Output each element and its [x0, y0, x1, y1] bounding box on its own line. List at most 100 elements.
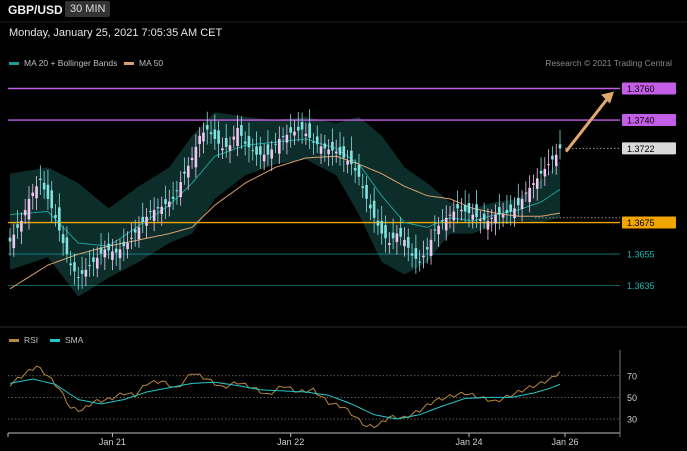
- candle-body: [361, 186, 365, 188]
- candle-body: [149, 211, 152, 213]
- candle-body: [130, 237, 133, 239]
- x-tick-label: Jan 24: [455, 437, 482, 447]
- candle-body: [433, 229, 437, 231]
- candle-body: [164, 199, 167, 205]
- candle-body: [551, 155, 554, 160]
- candle-body: [118, 249, 122, 259]
- candle-body: [168, 201, 171, 207]
- x-tick-label: Jan 21: [99, 437, 126, 447]
- candle-body: [516, 197, 520, 206]
- candle-body: [278, 138, 281, 154]
- candle-body: [270, 149, 274, 159]
- candle-body: [315, 136, 319, 145]
- candle-body: [289, 127, 292, 133]
- candle-body: [88, 265, 91, 267]
- candle-body: [80, 270, 84, 274]
- ma20-line: [9, 138, 561, 247]
- legend-sma: SMA: [50, 335, 83, 345]
- candle-body: [471, 214, 475, 220]
- candle-body: [183, 171, 186, 174]
- candle-body: [482, 213, 486, 221]
- rsi-series-sma: [9, 378, 561, 420]
- timeframe-button[interactable]: 30 MIN: [65, 1, 111, 17]
- candle-body: [524, 192, 528, 194]
- candle-body: [535, 178, 539, 189]
- candle-body: [58, 207, 61, 231]
- candle-body: [300, 122, 304, 130]
- candle-body: [403, 239, 406, 247]
- candle-body: [475, 204, 478, 218]
- candle-body: [95, 257, 99, 269]
- legend-rsi-label: RSI: [24, 335, 39, 345]
- candle-body: [141, 216, 145, 223]
- level-tag-1-3740: [622, 114, 676, 127]
- candle-body: [23, 209, 27, 216]
- candle-body: [31, 192, 35, 197]
- candle-body: [73, 262, 76, 272]
- candle-body: [20, 220, 23, 232]
- candle-body: [114, 248, 118, 253]
- level-tag-1-3675: [622, 216, 676, 229]
- target-arrow-head: [601, 91, 614, 104]
- candle-body: [35, 186, 38, 199]
- candle-body: [414, 248, 418, 259]
- candle-body: [539, 170, 543, 174]
- candle-body: [425, 247, 429, 250]
- candle-body: [27, 198, 31, 220]
- candle-body: [441, 220, 444, 222]
- level-label-1-3760: 1.3760: [627, 84, 655, 94]
- candle-body: [293, 131, 296, 136]
- legend-ma50-label: MA 50: [139, 58, 164, 68]
- candle-body: [228, 145, 232, 151]
- candle-body: [543, 168, 547, 177]
- candle-body: [175, 190, 179, 192]
- candle-body: [338, 146, 342, 155]
- candle-body: [179, 182, 182, 198]
- candle-body: [391, 232, 395, 239]
- rsi-level-label-70: 70: [627, 371, 637, 381]
- candle-body: [274, 143, 277, 145]
- candle-body: [444, 217, 448, 231]
- candle-body: [399, 227, 402, 237]
- candle-body: [308, 123, 311, 138]
- candle-body: [380, 220, 384, 234]
- legend-ma50: MA 50: [124, 58, 163, 68]
- candle-body: [255, 146, 258, 155]
- candle-body: [133, 229, 137, 233]
- candle-body: [61, 234, 65, 244]
- candle-body: [342, 146, 346, 158]
- candle-body: [467, 202, 471, 214]
- candle-body: [16, 224, 19, 228]
- candle-body: [160, 206, 164, 215]
- chart-header: GBP/USD 30 MIN: [0, 0, 687, 22]
- candle-body: [126, 243, 129, 250]
- candle-body: [395, 233, 399, 243]
- candle-body: [369, 204, 372, 209]
- candle-body: [460, 209, 463, 212]
- candle-body: [331, 141, 334, 151]
- candle-body: [513, 208, 516, 219]
- candle-body: [213, 129, 217, 139]
- target-arrow-shaft: [564, 95, 611, 153]
- legend-sma-label: SMA: [65, 335, 84, 345]
- level-label-1-3655: 1.3655: [627, 250, 655, 260]
- candle-body: [202, 132, 205, 142]
- candle-body: [8, 237, 12, 242]
- candle-body: [463, 205, 467, 212]
- candle-body: [520, 198, 524, 209]
- candle-body: [243, 141, 247, 144]
- candle-body: [152, 209, 156, 221]
- candle-body: [456, 203, 459, 209]
- candle-body: [12, 234, 16, 249]
- candle-body: [221, 148, 224, 151]
- candle-body: [247, 136, 251, 148]
- rsi-level-label-30: 30: [627, 415, 637, 425]
- candle-body: [501, 214, 505, 218]
- bollinger-band: [10, 112, 560, 297]
- candle-body: [448, 214, 452, 216]
- rsi-swatch: [9, 339, 19, 343]
- candle-body: [39, 178, 42, 180]
- candle-body: [547, 164, 550, 166]
- legend-rsi: RSI: [9, 335, 38, 345]
